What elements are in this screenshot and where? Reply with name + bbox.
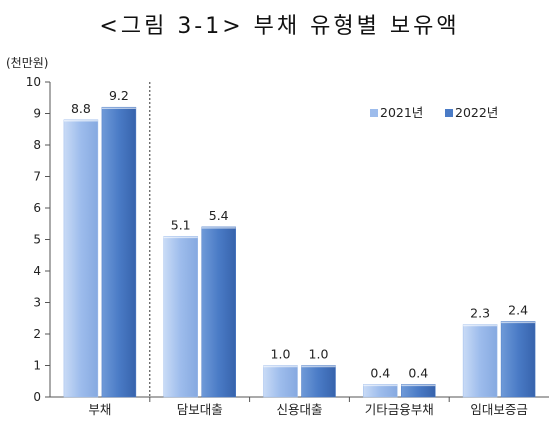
bar-series2 [401,384,436,398]
bar-series2 [201,226,236,398]
bar-series1 [462,324,498,398]
y-tick-label: 6 [33,201,41,215]
data-label: 2.4 [508,302,528,317]
data-label: 8.8 [71,101,91,116]
data-label: 0.4 [370,365,390,380]
y-tick-label: 7 [33,170,41,184]
y-tick-label: 1 [33,359,41,373]
bar-series2 [500,321,536,398]
data-label: 0.4 [408,365,428,380]
y-tick-label: 9 [33,107,41,121]
y-tick-label: 5 [33,233,41,247]
category-label: 부채 [88,402,111,417]
y-unit-label: (천만원) [6,55,48,70]
y-tick-label: 3 [33,296,41,310]
data-label: 1.0 [309,347,329,362]
bar-series1 [263,365,298,398]
data-label: 1.0 [271,347,291,362]
category-label: 기타금융부채 [365,402,434,417]
y-tick-label: 0 [33,390,41,404]
bar-series1 [163,236,198,398]
y-tick-label: 4 [33,264,41,278]
data-label: 9.2 [109,88,129,103]
data-label: 5.4 [209,208,229,223]
y-tick-label: 8 [33,138,41,152]
legend-label: 2021년 [380,105,423,120]
y-tick-label: 2 [33,327,41,341]
data-label: 5.1 [171,217,191,232]
category-label: 임대보증금 [470,402,528,417]
bar-series2 [301,365,336,398]
category-label: 담보대출 [177,402,223,417]
bar-series2 [101,106,137,398]
category-label: 신용대출 [276,402,322,417]
bar-series1 [63,119,99,398]
bar-series1 [363,384,398,398]
data-label: 2.3 [470,306,490,321]
legend-swatch [370,109,378,117]
chart-title: <그림 3-1> 부채 유형별 보유액 [99,14,460,39]
y-tick-label: 10 [26,75,41,89]
legend-swatch [445,109,453,117]
legend-label: 2022년 [455,105,498,120]
